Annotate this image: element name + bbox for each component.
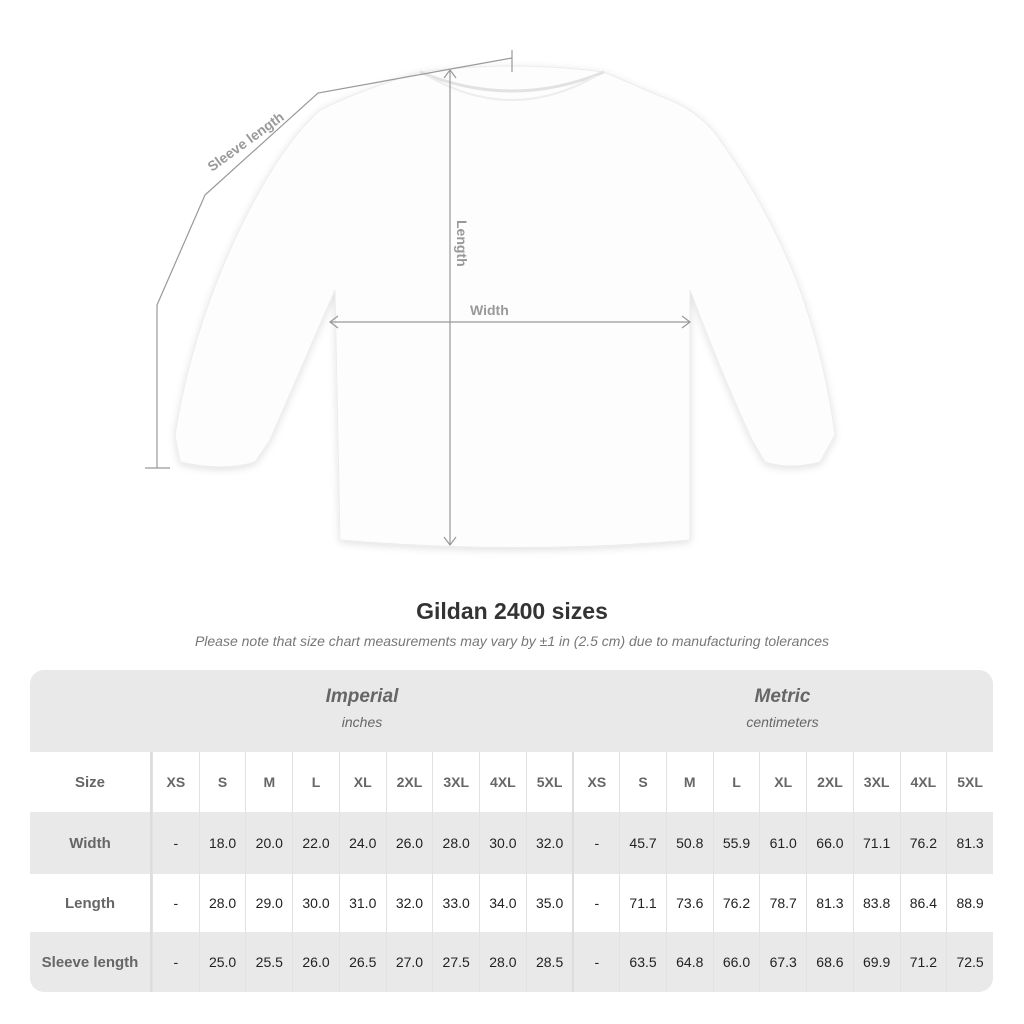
imperial-value: 32.0 — [525, 812, 573, 874]
metric-value: 55.9 — [712, 812, 760, 874]
length-label: Length — [454, 220, 470, 267]
metric-value: 66.0 — [806, 812, 853, 874]
metric-size-2XL: 2XL — [806, 752, 853, 812]
metric-value: 78.7 — [759, 874, 806, 932]
row-label: Sleeve length — [30, 932, 152, 992]
size-header-row: Size XS S M L XL 2XL 3XL 4XL 5XL XS S M L XL 2XL 3XL 4XL 5… — [30, 752, 993, 812]
metric-value: - — [572, 812, 619, 874]
table-row: Length -28.0 29.0 30.0 31.0 32.0 33.0 34.0 35.0-… — [30, 874, 993, 932]
table-row: Width -18.0 20.0 22.0 24.0 26.0 28.0 30.0 32.0-4… — [30, 812, 993, 874]
imperial-size-3XL: 3XL — [432, 752, 479, 812]
imperial-size-S: S — [198, 752, 246, 812]
row-label: Width — [30, 812, 152, 874]
metric-value: 83.8 — [852, 874, 900, 932]
imperial-header: Imperial inches — [152, 686, 572, 730]
table-unit-header: Imperial inches Metric centimeters — [30, 670, 993, 752]
metric-unit: centimeters — [746, 714, 819, 730]
imperial-value: 34.0 — [479, 874, 526, 932]
imperial-value: - — [152, 874, 199, 932]
imperial-value: 18.0 — [198, 812, 246, 874]
imperial-value: 27.5 — [432, 932, 479, 992]
imperial-value: 30.0 — [479, 812, 526, 874]
metric-size-4XL: 4XL — [899, 752, 947, 812]
shirt-image — [174, 65, 836, 548]
sleeve-length-line — [145, 50, 513, 469]
imperial-size-4XL: 4XL — [479, 752, 526, 812]
size-header-label: Size — [30, 752, 152, 812]
metric-value: 88.9 — [946, 874, 993, 932]
metric-value: 81.3 — [806, 874, 853, 932]
imperial-value: 29.0 — [245, 874, 292, 932]
width-line — [329, 315, 691, 329]
imperial-value: 28.0 — [198, 874, 246, 932]
metric-header: Metric centimeters — [572, 686, 993, 730]
imperial-size-2XL: 2XL — [385, 752, 433, 812]
metric-value: 76.2 — [712, 874, 760, 932]
metric-value: 67.3 — [759, 932, 806, 992]
imperial-value: 33.0 — [432, 874, 479, 932]
imperial-value: 28.0 — [432, 812, 479, 874]
imperial-value: 20.0 — [245, 812, 292, 874]
metric-size-XS: XS — [572, 752, 619, 812]
metric-value: 68.6 — [806, 932, 853, 992]
imperial-value: 26.0 — [385, 812, 433, 874]
imperial-size-XL: XL — [338, 752, 386, 812]
metric-value: 50.8 — [665, 812, 713, 874]
metric-value: 61.0 — [759, 812, 806, 874]
imperial-size-M: M — [245, 752, 292, 812]
row-label: Length — [30, 874, 152, 932]
metric-value: 63.5 — [619, 932, 666, 992]
imperial-title: Imperial — [325, 686, 399, 707]
metric-value: 81.3 — [946, 812, 993, 874]
metric-size-5XL: 5XL — [946, 752, 993, 812]
page-title: Gildan 2400 sizes — [416, 598, 608, 624]
page-subtitle: Please note that size chart measurements… — [194, 633, 830, 649]
metric-value: - — [572, 874, 619, 932]
metric-size-L: L — [712, 752, 760, 812]
metric-size-M: M — [665, 752, 713, 812]
metric-value: 66.0 — [712, 932, 760, 992]
imperial-value: 31.0 — [338, 874, 386, 932]
imperial-value: 24.0 — [338, 812, 386, 874]
metric-size-S: S — [619, 752, 666, 812]
imperial-value: 25.5 — [245, 932, 292, 992]
metric-value: 76.2 — [899, 812, 947, 874]
imperial-value: 28.5 — [525, 932, 573, 992]
imperial-value: 32.0 — [385, 874, 433, 932]
metric-value: 71.2 — [899, 932, 947, 992]
metric-value: 64.8 — [665, 932, 713, 992]
table-row: Sleeve length -25.0 25.5 26.0 26.5 27.0 27.5 28… — [30, 932, 993, 992]
imperial-value: 30.0 — [292, 874, 339, 932]
metric-value: 72.5 — [946, 932, 993, 992]
imperial-value: 26.5 — [338, 932, 386, 992]
metric-size-XL: XL — [759, 752, 806, 812]
sleeve-length-label: Sleeve length — [204, 108, 286, 174]
imperial-value: 28.0 — [479, 932, 526, 992]
imperial-size-XS: XS — [152, 752, 199, 812]
imperial-value: - — [152, 932, 199, 992]
metric-value: 69.9 — [852, 932, 900, 992]
imperial-value: 35.0 — [525, 874, 573, 932]
imperial-value: 26.0 — [292, 932, 339, 992]
length-line — [443, 69, 457, 546]
metric-value: 71.1 — [852, 812, 900, 874]
imperial-unit: inches — [341, 714, 383, 730]
imperial-value: 27.0 — [385, 932, 433, 992]
metric-value: - — [572, 932, 619, 992]
metric-value: 73.6 — [665, 874, 713, 932]
shirt-measurement-diagram: Sleeve length Length Width — [145, 50, 836, 548]
metric-value: 86.4 — [899, 874, 947, 932]
metric-value: 45.7 — [619, 812, 666, 874]
imperial-size-5XL: 5XL — [525, 752, 573, 812]
imperial-value: 22.0 — [292, 812, 339, 874]
imperial-value: - — [152, 812, 199, 874]
imperial-size-L: L — [292, 752, 339, 812]
imperial-value: 25.0 — [198, 932, 246, 992]
width-label: Width — [470, 302, 509, 318]
metric-title: Metric — [754, 686, 811, 707]
metric-value: 71.1 — [619, 874, 666, 932]
metric-size-3XL: 3XL — [852, 752, 900, 812]
size-table: Imperial inches Metric centimeters Size X… — [30, 670, 993, 992]
